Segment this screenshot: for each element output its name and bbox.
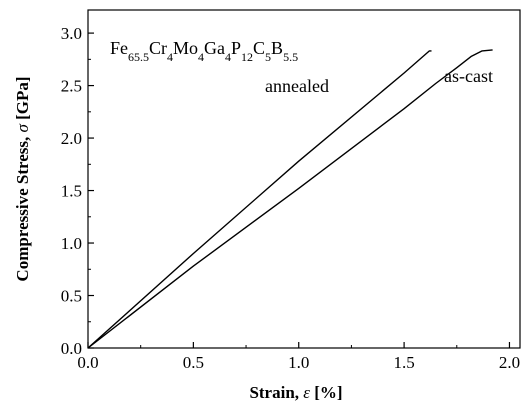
- formula-subscript: 4: [198, 50, 204, 64]
- y-axis-title: Compressive Stress, σ [GPa]: [13, 76, 32, 281]
- x-tick-label: 0.5: [183, 353, 204, 372]
- formula-label: Fe65.5Cr4Mo4Ga4P12C5B5.5: [110, 38, 298, 64]
- x-tick-label: 1.5: [393, 353, 414, 372]
- formula-element: B: [271, 38, 283, 58]
- formula-subscript: 5.5: [283, 50, 298, 64]
- y-tick-label: 2.5: [61, 77, 82, 96]
- series-layer: [87, 49, 493, 349]
- formula-subscript: 4: [167, 50, 173, 64]
- x-tick-label: 0.0: [77, 353, 98, 372]
- series-line-as-cast: [87, 49, 493, 349]
- formula-subscript: 12: [241, 50, 253, 64]
- y-tick-label: 0.5: [61, 287, 82, 306]
- series-label-as-cast: as-cast: [444, 66, 493, 86]
- formula-element: Mo: [173, 38, 198, 58]
- series-line-annealed: [87, 50, 432, 349]
- formula-element: Cr: [149, 38, 167, 58]
- formula-subscript: 65.5: [128, 50, 149, 64]
- formula-element: Fe: [110, 38, 128, 58]
- formula-subscript: 5: [265, 50, 271, 64]
- y-axis-ticks: 0.0 0.5 1.0 1.5 2.0 2.5 3.0: [61, 24, 94, 358]
- series-label-annealed: annealed: [265, 76, 329, 96]
- x-axis-title: Strain, ε [%]: [249, 383, 342, 402]
- formula-element: P: [231, 38, 241, 58]
- x-axis-ticks: 0.0 0.5 1.0 1.5 2.0: [77, 342, 520, 372]
- y-tick-label: 0.0: [61, 339, 82, 358]
- y-tick-label: 1.0: [61, 234, 82, 253]
- y-tick-label: 3.0: [61, 24, 82, 43]
- x-tick-label: 1.0: [288, 353, 309, 372]
- formula-element: Ga: [204, 38, 225, 58]
- formula-element: C: [253, 38, 265, 58]
- y-tick-label: 2.0: [61, 129, 82, 148]
- formula-subscript: 4: [225, 50, 231, 64]
- x-tick-label: 2.0: [499, 353, 520, 372]
- y-tick-label: 1.5: [61, 182, 82, 201]
- plot-frame: [87, 9, 521, 349]
